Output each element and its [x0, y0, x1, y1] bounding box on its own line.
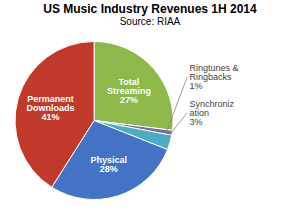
svg-text:Synchronization3%: Synchronization3%	[189, 99, 234, 127]
html-text:Source: RIAA: Source: RIAA	[119, 16, 181, 27]
html-text:US Music Industry Revenues 1H: US Music Industry Revenues 1H 2014	[43, 2, 257, 16]
svg-text:PermanentDownloads41%: PermanentDownloads41%	[27, 94, 75, 122]
svg-text:TotalStreaming27%: TotalStreaming27%	[107, 77, 151, 105]
svg-text:Ringtunes &Ringbacks1%: Ringtunes &Ringbacks1%	[189, 63, 238, 91]
svg-text:Physical28%: Physical28%	[90, 155, 127, 174]
